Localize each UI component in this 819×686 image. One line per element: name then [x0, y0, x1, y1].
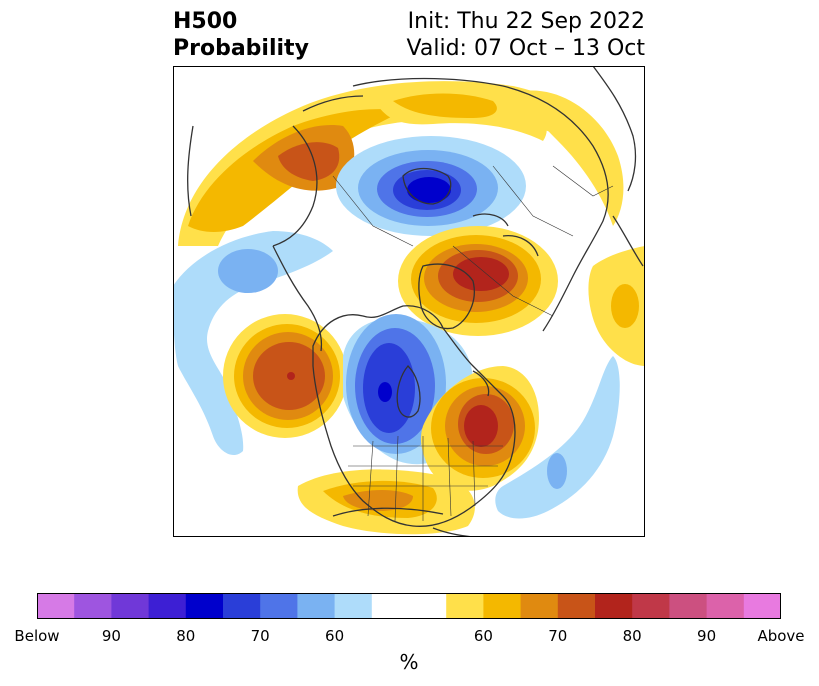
gulf-of-alaska-above-anomaly: [223, 314, 347, 438]
colorbar-tick-label: Above: [757, 627, 805, 645]
colorbar-swatch: [334, 593, 373, 619]
colorbar-tick-label: 70: [548, 627, 568, 645]
colorbar-swatch: [595, 593, 633, 619]
colorbar-swatch: [557, 593, 596, 619]
probability-map: [173, 66, 645, 537]
colorbar-swatch: [632, 593, 670, 619]
pacific-below-anomaly: [173, 231, 333, 456]
asia-arc-above-anomaly: [178, 81, 624, 247]
asia-right-above-anomaly: [588, 246, 645, 366]
colorbar-swatch: [371, 593, 410, 619]
colorbar-tick-label: 70: [250, 627, 270, 645]
colorbar-swatch: [409, 593, 447, 619]
colorbar-tick-label: 90: [101, 627, 121, 645]
atlantic-below-anomaly: [495, 356, 620, 519]
colorbar-tick-label: Below: [14, 627, 60, 645]
colorbar-swatch: [297, 593, 335, 619]
europe-above-anomaly: [398, 226, 558, 336]
colorbar-tick-label: 60: [473, 627, 493, 645]
colorbar: [37, 593, 781, 619]
colorbar-swatch: [669, 593, 707, 619]
colorbar-swatch: [37, 593, 75, 619]
arctic-below-anomaly: [336, 136, 526, 236]
colorbar-tick-label: 80: [176, 627, 196, 645]
colorbar-unit-label: %: [399, 650, 419, 674]
coastlines: [187, 66, 644, 537]
colorbar-swatch: [260, 593, 298, 619]
colorbar-tick-label: 80: [622, 627, 642, 645]
colorbar-swatch: [111, 593, 149, 619]
colorbar-swatch: [520, 593, 559, 619]
map-border: [173, 66, 645, 537]
colorbar-swatch: [185, 593, 224, 619]
colorbar-swatch: [743, 593, 781, 619]
colorbar-swatch: [74, 593, 112, 619]
title-line1: H500: [173, 9, 238, 34]
init-date: Init: Thu 22 Sep 2022: [407, 9, 645, 34]
colorbar-swatch: [706, 593, 745, 619]
colorbar-swatch: [446, 593, 484, 619]
valid-range: Valid: 07 Oct – 13 Oct: [406, 36, 645, 61]
colorbar-swatch: [483, 593, 521, 619]
political-borders: [332, 165, 614, 522]
colorbar-swatch: [223, 593, 261, 619]
colorbar-border: [37, 593, 781, 619]
colorbar-tick-label: 90: [697, 627, 717, 645]
colorbar-tick-label: 60: [325, 627, 345, 645]
colorbar-swatch: [148, 593, 187, 619]
title-line2: Probability: [173, 36, 309, 61]
